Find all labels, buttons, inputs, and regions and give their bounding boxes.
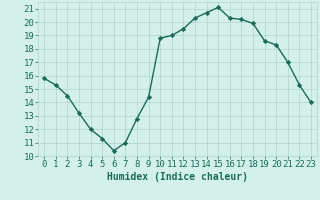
X-axis label: Humidex (Indice chaleur): Humidex (Indice chaleur): [107, 172, 248, 182]
